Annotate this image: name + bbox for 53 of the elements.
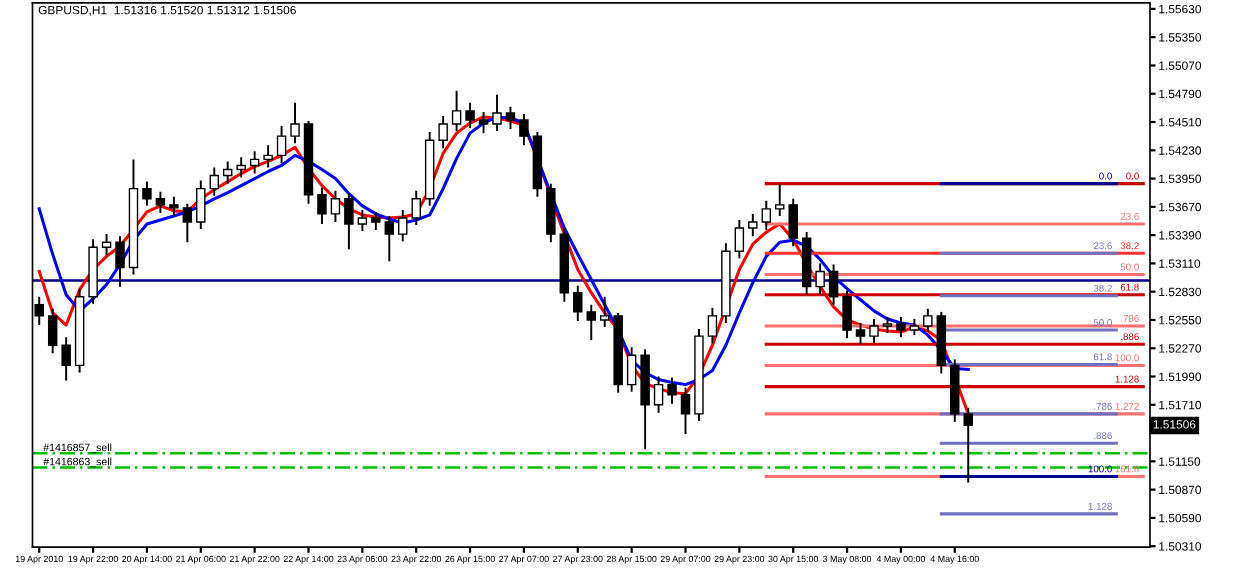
candlestick: [155, 190, 166, 214]
candlestick: [775, 182, 785, 217]
candlestick: [680, 386, 691, 436]
candlestick: [438, 114, 448, 150]
candlestick: [492, 93, 502, 133]
candlestick: [748, 212, 758, 238]
candlestick: [828, 263, 839, 306]
candlestick: [896, 315, 906, 339]
candlestick: [384, 214, 395, 263]
candlestick: [276, 125, 287, 165]
candlestick: [61, 336, 71, 382]
candlestick: [815, 262, 825, 295]
candlestick: [586, 303, 596, 342]
candlestick: [209, 166, 219, 197]
candlestick: [761, 199, 772, 232]
candlestick: [842, 289, 852, 340]
candlestick: [478, 110, 489, 135]
candlestick: [411, 189, 421, 226]
candlestick: [290, 101, 300, 145]
candlestick: [855, 322, 866, 346]
candlestick: [398, 208, 408, 243]
candlestick: [626, 346, 637, 393]
candlestick: [573, 284, 583, 322]
candlestick: [505, 105, 516, 131]
candlestick: [317, 186, 327, 225]
candlestick: [465, 101, 475, 130]
candlestick: [142, 180, 152, 207]
candlestick: [451, 89, 462, 133]
candlestick: [249, 150, 260, 175]
candlestick: [182, 202, 193, 244]
candlestick: [653, 375, 664, 414]
candlestick: [169, 195, 179, 217]
candlestick: [963, 406, 973, 484]
candlestick: [101, 233, 112, 257]
candlestick: [734, 219, 745, 260]
candlestick: [222, 160, 233, 185]
candlestick: [667, 376, 677, 405]
candlestick: [236, 156, 246, 179]
candlestick: [599, 295, 610, 329]
candlestick: [196, 179, 206, 231]
candlestick: [519, 112, 529, 147]
candlestick: [788, 197, 798, 248]
candlestick: [115, 235, 125, 288]
candlestick: [869, 317, 879, 345]
candlestick: [546, 182, 556, 244]
candlestick: [371, 210, 381, 232]
candlestick: [357, 208, 368, 233]
candlestick: [263, 144, 273, 169]
candlestick: [47, 307, 58, 355]
candlestick: [344, 192, 354, 251]
candlestick: [330, 189, 341, 223]
candlestick: [923, 307, 933, 334]
candlestick: [707, 306, 718, 345]
